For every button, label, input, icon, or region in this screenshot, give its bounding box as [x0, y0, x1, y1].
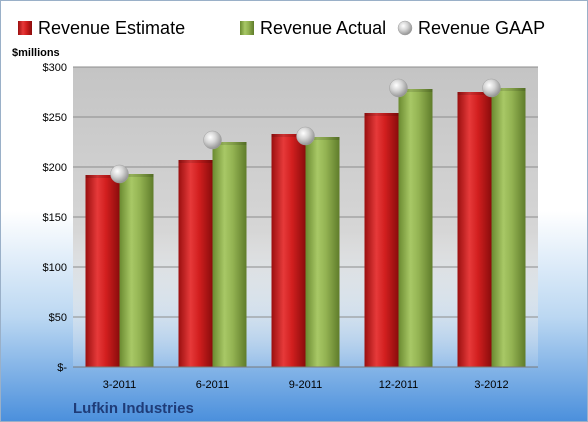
company-name: Lufkin Industries [73, 400, 194, 417]
x-tick-label: 9-2011 [289, 379, 322, 391]
legend-label: Revenue Actual [260, 18, 386, 38]
y-axis-title: $millions [12, 47, 60, 59]
bar-revenue-estimate [271, 134, 306, 367]
bar-revenue-actual [305, 137, 340, 367]
legend: Revenue Estimate Revenue Actual Revenue GA… [18, 18, 545, 38]
legend-label: Revenue GAAP [418, 18, 545, 38]
x-tick-label: 3-2012 [474, 379, 508, 391]
y-tick-label: $300 [43, 62, 67, 74]
y-tick-label: $200 [43, 162, 67, 174]
x-axis: 3-2011 6-2011 9-2011 12-2011 3-2012 [73, 366, 538, 391]
x-tick-label: 12-2011 [379, 379, 419, 391]
gaap-marker [389, 78, 408, 98]
gaap-marker [482, 78, 501, 98]
bar-top-shade [305, 137, 340, 140]
y-tick-label: $50 [49, 312, 67, 324]
bar-revenue-estimate [178, 160, 213, 367]
legend-item: Revenue Estimate [18, 18, 185, 38]
gaap-marker [203, 130, 222, 150]
bar-revenue-actual [398, 89, 433, 367]
bar-revenue-actual [212, 142, 247, 367]
bar-top-shade [271, 134, 306, 137]
bar-top-shade [212, 142, 247, 145]
legend-swatch-marker [397, 20, 413, 36]
bar-top-shade [457, 92, 492, 95]
x-tick-label: 3-2011 [103, 379, 136, 391]
bar-revenue-estimate [364, 113, 399, 367]
bar-revenue-estimate [457, 92, 492, 367]
bar-top-shade [178, 160, 213, 163]
y-tick-label: $100 [43, 262, 67, 274]
gaap-marker [110, 164, 129, 184]
bar-top-shade [119, 174, 154, 177]
gaap-marker [296, 126, 315, 146]
bar-revenue-estimate [85, 175, 120, 367]
bar-top-shade [85, 175, 120, 178]
y-tick-label: $250 [43, 112, 67, 124]
gaap-markers [110, 78, 501, 184]
y-tick-label: $150 [43, 212, 67, 224]
legend-item: Revenue GAAP [397, 18, 545, 38]
bar-revenue-actual [491, 88, 526, 367]
legend-label: Revenue Estimate [38, 18, 185, 38]
bar-revenue-actual [119, 174, 154, 367]
legend-swatch [240, 21, 254, 35]
y-axis: $- $50 $100 $150 $200 $250 $300 [43, 62, 68, 374]
bar-top-shade [364, 113, 399, 116]
x-tick-label: 6-2011 [196, 379, 229, 391]
bars [85, 88, 526, 367]
legend-item: Revenue Actual [240, 18, 386, 38]
y-tick-label: $- [57, 362, 67, 374]
bar-top-shade [398, 89, 433, 92]
legend-swatch [18, 21, 32, 35]
bar-top-shade [491, 88, 526, 91]
